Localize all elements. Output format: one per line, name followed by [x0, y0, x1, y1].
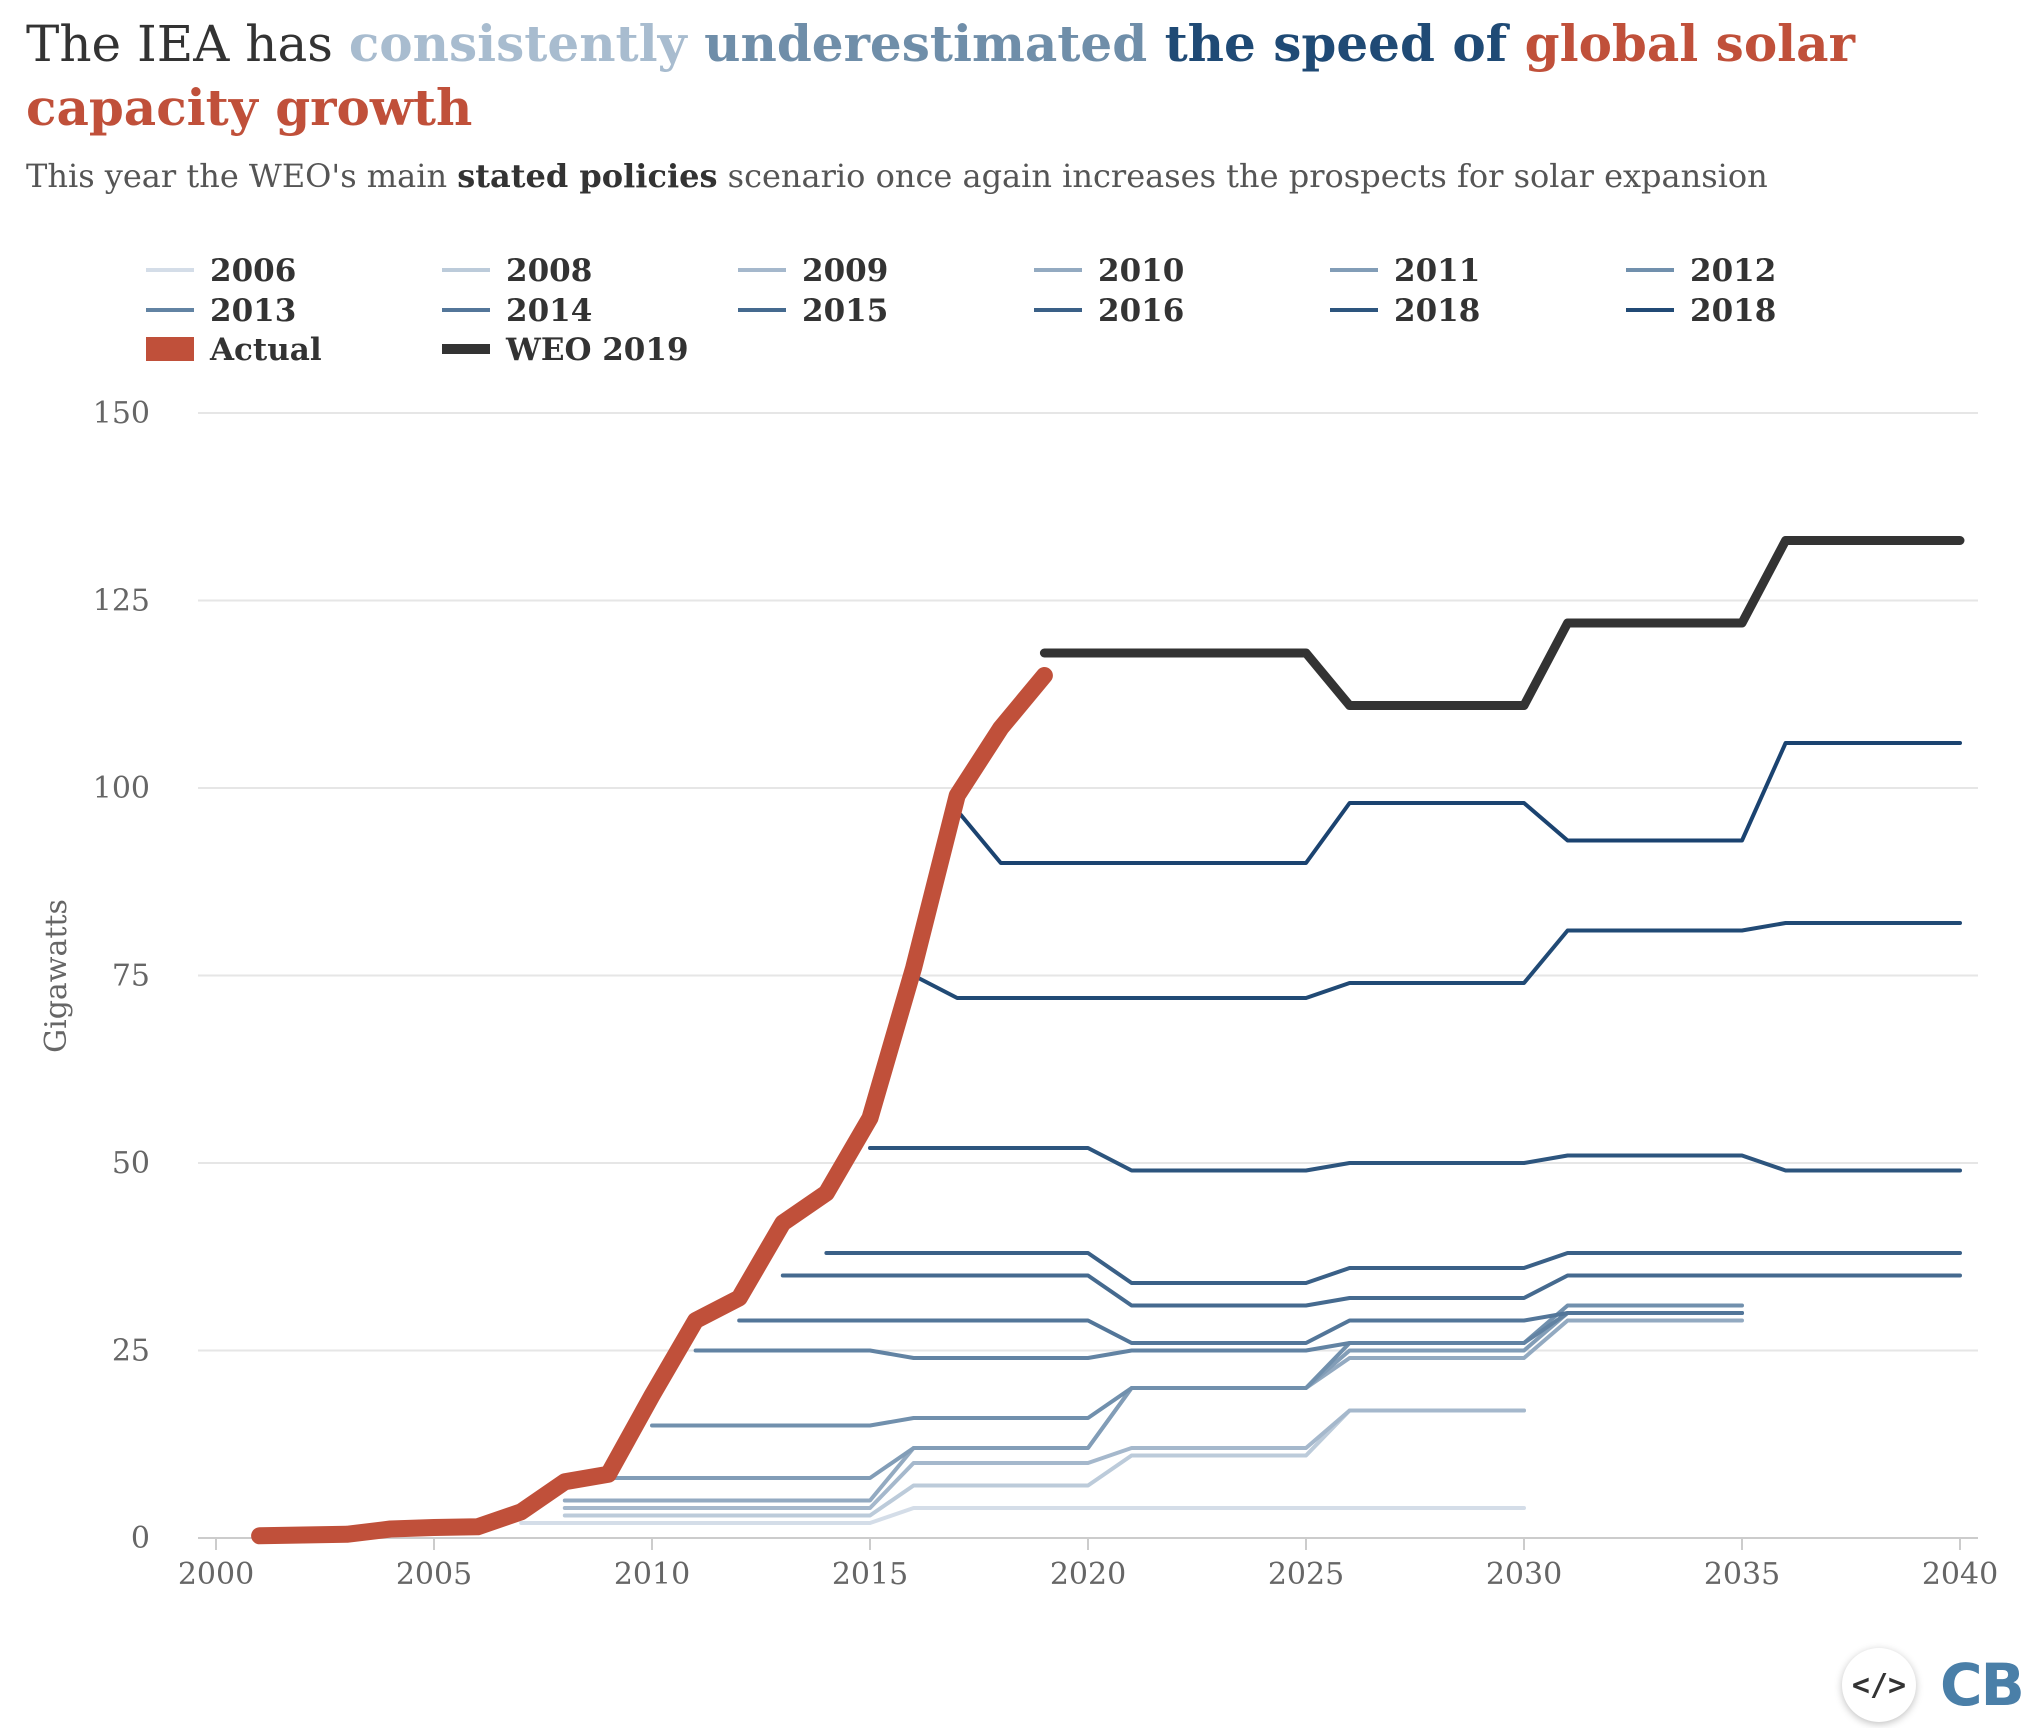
- series-line[interactable]: [737, 1311, 1744, 1345]
- legend-label[interactable]: 2016: [1098, 293, 1184, 329]
- subtitle-text-after: scenario once again increases the prospe…: [717, 157, 1768, 195]
- series-line[interactable]: [824, 1251, 1962, 1285]
- series-line[interactable]: [606, 1311, 1744, 1480]
- legend-label[interactable]: 2018: [1394, 293, 1480, 329]
- x-tick-label: 2015: [832, 1557, 908, 1592]
- legend-label[interactable]: WEO 2019: [505, 332, 689, 368]
- x-tick-label: 2030: [1486, 1557, 1562, 1592]
- series-line[interactable]: [1039, 536, 1965, 710]
- y-axis: 0 25 50 75 100 125 150: [93, 396, 150, 1556]
- y-tick-label: 100: [93, 771, 150, 806]
- x-tick-label: 2010: [614, 1557, 690, 1592]
- series-line[interactable]: [251, 667, 1053, 1545]
- legend-swatch: [146, 337, 194, 361]
- legend-label[interactable]: 2015: [802, 293, 888, 329]
- embed-code-button[interactable]: </>: [1842, 1648, 1916, 1722]
- legend[interactable]: 2006 2008 2009 2010 2011 2012 2013 2014 2015 2016…: [146, 253, 1776, 368]
- series-line[interactable]: [780, 1273, 1962, 1308]
- y-tick-label: 50: [112, 1146, 150, 1181]
- carbon-brief-logo[interactable]: CB: [1940, 1651, 2022, 1719]
- legend-label[interactable]: 2008: [506, 253, 592, 289]
- series-line[interactable]: [693, 1311, 1744, 1360]
- legend-label[interactable]: 2011: [1394, 253, 1480, 289]
- title-segment: consistently: [348, 14, 705, 73]
- legend-label[interactable]: 2006: [210, 253, 296, 289]
- y-tick-label: 0: [131, 1521, 150, 1556]
- y-axis-label: Gigawatts: [39, 899, 74, 1053]
- series-lines: [251, 536, 1965, 1545]
- series-line[interactable]: [562, 1408, 1526, 1510]
- title-segment: the speed of: [1164, 14, 1525, 73]
- subtitle-text-before: This year the WEO's main: [26, 157, 458, 195]
- title-segment: global solar capacity growth: [26, 14, 1855, 137]
- y-tick-label: 75: [112, 959, 150, 994]
- x-tick-label: 2035: [1704, 1557, 1780, 1592]
- legend-label[interactable]: 2013: [210, 293, 296, 329]
- series-line[interactable]: [868, 1146, 1962, 1173]
- legend-label[interactable]: 2009: [802, 253, 888, 289]
- x-tick-label: 2040: [1922, 1557, 1998, 1592]
- legend-label[interactable]: Actual: [209, 332, 322, 368]
- series-line[interactable]: [519, 1506, 1526, 1525]
- x-axis: 2000 2005 2010 2015 2020 2025 2030 2035 2040: [178, 1538, 1998, 1592]
- legend-label[interactable]: 2014: [506, 293, 592, 329]
- chart-title: The IEA has consistently underestimated …: [26, 12, 1926, 140]
- y-tick-label: 25: [112, 1334, 150, 1369]
- y-tick-label: 125: [93, 584, 150, 619]
- series-line[interactable]: [562, 1318, 1744, 1503]
- x-tick-label: 2000: [178, 1557, 254, 1592]
- x-tick-label: 2020: [1050, 1557, 1126, 1592]
- series-line[interactable]: [955, 741, 1962, 865]
- legend-label[interactable]: 2018: [1690, 293, 1776, 329]
- y-tick-label: 150: [93, 396, 150, 431]
- legend-swatch: [442, 344, 490, 354]
- series-line[interactable]: [911, 921, 1962, 1000]
- series-line[interactable]: [650, 1303, 1744, 1428]
- subtitle-bold-text: stated policies: [457, 157, 718, 195]
- title-segment: underestimated: [704, 14, 1165, 73]
- legend-label[interactable]: 2012: [1690, 253, 1776, 289]
- x-tick-label: 2025: [1268, 1557, 1344, 1592]
- chart-subtitle: This year the WEO's main stated policies…: [26, 154, 1976, 198]
- gridlines: [198, 412, 1978, 1539]
- x-tick-label: 2005: [396, 1557, 472, 1592]
- legend-label[interactable]: 2010: [1098, 253, 1184, 289]
- title-segment: The IEA has: [26, 15, 349, 73]
